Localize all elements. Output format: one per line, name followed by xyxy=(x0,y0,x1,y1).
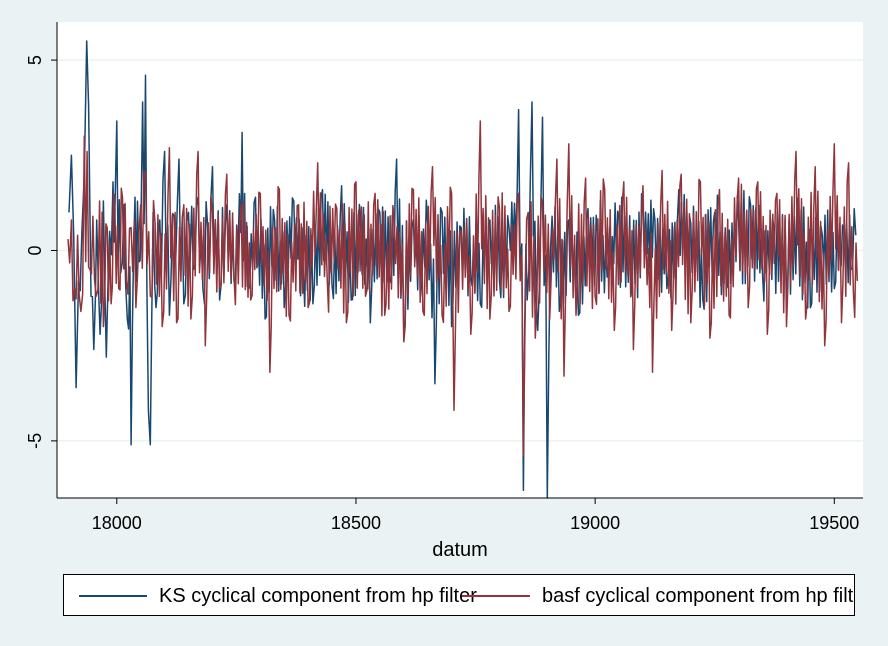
series-line-1 xyxy=(67,120,859,457)
series-layer xyxy=(67,40,859,499)
legend-swatch-ks xyxy=(79,595,147,597)
x-tick-label: 18000 xyxy=(92,513,142,533)
x-tick-label: 19000 xyxy=(570,513,620,533)
y-tick-label: 0 xyxy=(25,245,45,255)
y-ticks: -5 0 5 xyxy=(25,55,57,449)
x-tick-label: 19500 xyxy=(809,513,859,533)
legend-label-basf: basf cyclical component from hp filter xyxy=(542,584,855,607)
legend-swatch-basf xyxy=(462,595,530,597)
legend-item-basf: basf cyclical component from hp filter xyxy=(462,584,855,608)
x-axis-label: datum xyxy=(432,539,488,561)
legend-label-ks: KS cyclical component from hp filter xyxy=(159,584,477,607)
x-ticks: 18000 18500 19000 19500 xyxy=(92,498,859,533)
y-tick-label: -5 xyxy=(25,433,45,449)
y-tick-label: 5 xyxy=(25,55,45,65)
legend: KS cyclical component from hp filter bas… xyxy=(63,574,855,616)
x-tick-label: 18500 xyxy=(331,513,381,533)
legend-item-ks: KS cyclical component from hp filter xyxy=(79,584,477,608)
